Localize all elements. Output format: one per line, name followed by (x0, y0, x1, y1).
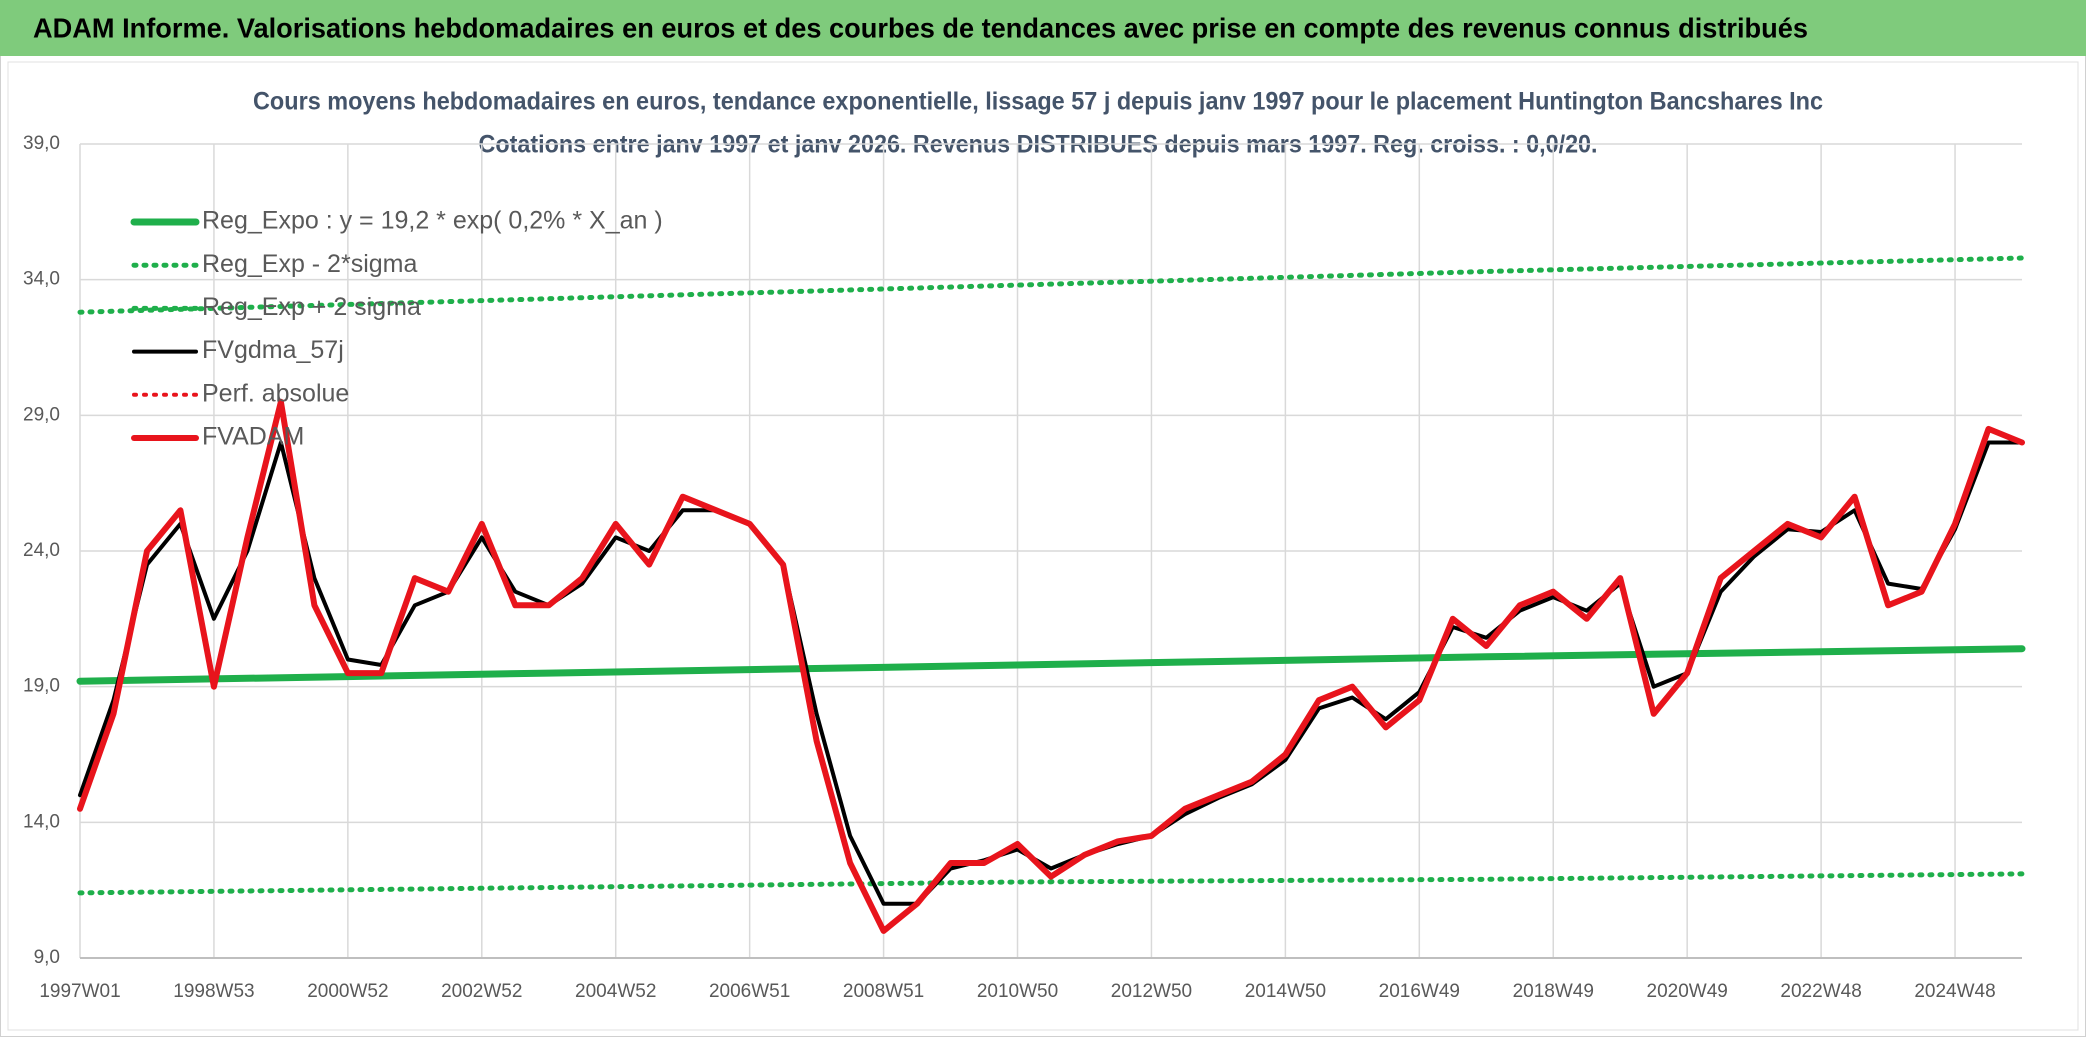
chart-border (7, 61, 2079, 1031)
series-line (77, 255, 2025, 315)
y-tick-label: 29,0 (23, 404, 60, 425)
header-title: ADAM Informe. Valorisations hebdomadaire… (33, 12, 1808, 43)
y-tick-label: 19,0 (23, 676, 60, 697)
legend-label: Perf. absolue (202, 379, 349, 407)
x-tick-label: 2014W50 (1245, 981, 1326, 1002)
y-tick-label: 34,0 (23, 269, 60, 290)
chart-title: Cours moyens hebdomadaires en euros, ten… (253, 88, 1823, 116)
legend-label: FVgdma_57j (202, 336, 344, 364)
legend-label: FVADAM (202, 423, 304, 451)
x-tick-label: 1998W53 (173, 981, 254, 1002)
x-tick-label: 2022W48 (1780, 981, 1861, 1002)
x-tick-label: 2002W52 (441, 981, 522, 1002)
legend-label: Reg_Exp - 2*sigma (202, 250, 417, 278)
y-tick-label: 24,0 (23, 540, 60, 561)
x-tick-label: 2018W49 (1513, 981, 1594, 1002)
x-tick-label: 2024W48 (1914, 981, 1995, 1002)
y-tick-label: 39,0 (23, 133, 60, 154)
series-line (77, 398, 2025, 934)
x-tick-label: 2008W51 (843, 981, 924, 1002)
x-tick-label: 1997W01 (39, 981, 120, 1002)
legend-label: Reg_Exp + 2 sigma (202, 293, 421, 321)
series-line (77, 871, 2025, 896)
legend-label: Reg_Expo : y = 19,2 * exp( 0,2% * X_an ) (202, 207, 663, 235)
y-tick-label: 14,0 (23, 811, 60, 832)
series-line (76, 645, 2026, 685)
y-tick-label: 9,0 (34, 947, 60, 968)
x-tick-label: 2004W52 (575, 981, 656, 1002)
x-tick-label: 2020W49 (1647, 981, 1728, 1002)
x-tick-label: 2000W52 (307, 981, 388, 1002)
x-tick-label: 2006W51 (709, 981, 790, 1002)
x-tick-label: 2012W50 (1111, 981, 1192, 1002)
header-bar (0, 0, 2086, 56)
x-tick-label: 2010W50 (977, 981, 1058, 1002)
x-tick-label: 2016W49 (1379, 981, 1460, 1002)
